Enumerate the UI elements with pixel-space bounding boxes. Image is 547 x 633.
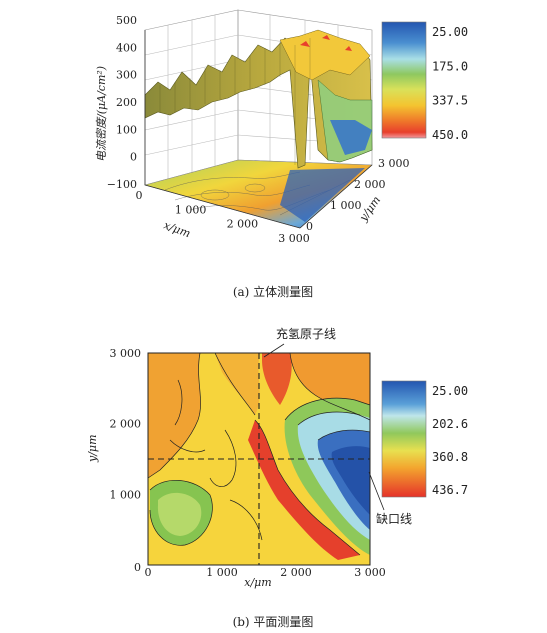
colorbar-b-label: 360.8 — [432, 450, 468, 464]
y-tick-label: 1 000 — [110, 488, 142, 501]
annotation-hydrogen-line: 充氢原子线 — [276, 326, 336, 341]
y-axis-origin-b: 0 — [134, 561, 141, 574]
y-ticks-a: 0 1 000 2 000 3 000 — [306, 157, 410, 233]
colorbar-a-label: 337.5 — [432, 94, 468, 108]
colorbar-b-labels: 25.00 202.6 360.8 436.7 — [432, 384, 468, 497]
colorbar-a-labels: 25.00 175.0 337.5 450.0 — [432, 25, 468, 142]
region-deepblue-lowzone — [331, 446, 370, 515]
y-tick-label: 3 000 — [110, 347, 142, 360]
annotation-notch-leader — [368, 471, 385, 511]
z-tick-label: 200 — [116, 96, 137, 109]
region-red-top — [262, 353, 292, 405]
surface-red-spots — [300, 35, 352, 51]
panel-a — [143, 9, 373, 229]
x-ticks-a: 0 1 000 2 000 3 000 — [136, 189, 310, 245]
floor-low-region — [280, 168, 365, 222]
x-tick-label: 1 000 — [175, 203, 207, 216]
colorbar-b-label: 436.7 — [432, 483, 468, 497]
region-lightgreen-left — [157, 492, 202, 536]
panel-b — [147, 352, 371, 566]
axes-a — [144, 30, 373, 229]
y-tick-label: 1 000 — [330, 199, 362, 212]
contour-lines — [147, 352, 371, 556]
z-tick-label: 400 — [116, 41, 137, 54]
colorbar-b-label: 202.6 — [432, 417, 468, 431]
surface-mesh — [159, 38, 311, 165]
x-tick-label: 2 000 — [280, 566, 312, 579]
colorbar-b — [381, 380, 427, 498]
y-tick-label: 0 — [306, 220, 313, 233]
colorbar-b-label: 25.00 — [432, 384, 468, 398]
z-tick-label: 100 — [116, 123, 137, 136]
y-tick-label: 3 000 — [378, 157, 410, 170]
x-ticks-b: 0 1 000 2 000 3 000 — [145, 566, 386, 579]
z-tick-label: −100 — [107, 178, 137, 191]
region-orange-top — [215, 353, 260, 415]
x-tick-label: 3 000 — [278, 232, 310, 245]
x-axis-title-b: x/μm — [244, 576, 272, 589]
region-orange-left — [148, 353, 201, 478]
surface-peak-region — [279, 29, 371, 81]
caption-b: (b) 平面测量图 — [233, 615, 314, 629]
x-axis-title-a: x/μm — [162, 219, 192, 241]
y-ticks-b: 1 000 2 000 3 000 — [110, 347, 142, 501]
colorbar-a-label: 175.0 — [432, 59, 468, 73]
z-axis-title-a: 电流密度/(μA/cm²) — [95, 66, 108, 162]
annotation-hydrogen-leader — [263, 343, 285, 358]
y-tick-label: 2 000 — [354, 178, 386, 191]
z-tick-label: 300 — [116, 69, 137, 82]
colorbar-a — [381, 21, 427, 139]
colorbar-a-label: 450.0 — [432, 128, 468, 142]
annotation-notch-line: 缺口线 — [376, 511, 412, 526]
x-tick-label: 2 000 — [227, 218, 259, 231]
y-axis-title-b: y/μm — [86, 435, 99, 464]
x-tick-label: 1 000 — [206, 566, 238, 579]
z-tick-label: 500 — [116, 14, 137, 27]
colorbar-a-label: 25.00 — [432, 25, 468, 39]
z-tick-label: 0 — [130, 151, 137, 164]
y-tick-label: 2 000 — [110, 418, 142, 431]
z-ticks-a: 500 400 300 200 100 0 −100 — [107, 14, 137, 191]
surface-well — [330, 120, 372, 155]
x-tick-label: 0 — [145, 566, 152, 579]
x-tick-label: 0 — [136, 189, 143, 202]
x-tick-label: 3 000 — [354, 566, 386, 579]
caption-a: (a) 立体测量图 — [233, 284, 313, 299]
